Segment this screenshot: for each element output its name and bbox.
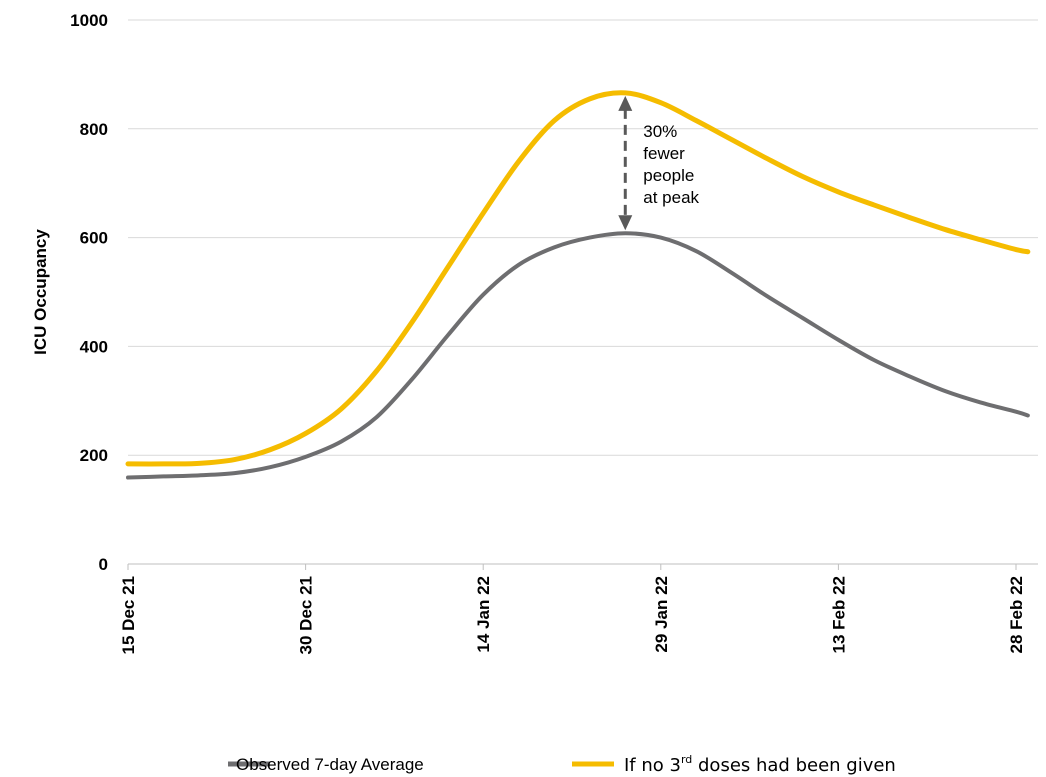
y-tick-label-600: 600 bbox=[80, 229, 108, 248]
x-tick-label-5: 28 Feb 22 bbox=[1007, 576, 1026, 654]
legend-label-sup: rd bbox=[681, 753, 692, 766]
annotation-text-line-1: fewer bbox=[643, 144, 685, 163]
x-tick-label-0: 15 Dec 21 bbox=[119, 576, 138, 654]
legend-label-part2: doses had been given bbox=[692, 755, 896, 776]
x-tick-label-3: 29 Jan 22 bbox=[652, 576, 671, 653]
y-tick-label-400: 400 bbox=[80, 337, 108, 356]
x-tick-label-2: 14 Jan 22 bbox=[474, 576, 493, 653]
annotation-text-line-0: 30% bbox=[643, 122, 677, 141]
y-tick-labels: 0 200 400 600 800 1000 bbox=[70, 11, 108, 574]
x-tick-labels: 15 Dec 21 30 Dec 21 14 Jan 22 29 Jan 22 13 F… bbox=[119, 576, 1026, 654]
x-axis bbox=[127, 563, 1038, 570]
series-lines bbox=[125, 90, 1031, 480]
y-tick-label-200: 200 bbox=[80, 446, 108, 465]
series-line-no-third-dose bbox=[125, 90, 1031, 467]
y-tick-label-1000: 1000 bbox=[70, 11, 108, 30]
x-tick-label-4: 13 Feb 22 bbox=[829, 576, 848, 654]
legend: Observed 7-day Average If no 3rd doses h… bbox=[228, 753, 896, 776]
annotation-text-line-3: at peak bbox=[643, 188, 699, 207]
y-tick-label-0: 0 bbox=[99, 555, 108, 574]
legend-label-part1: If no 3 bbox=[624, 755, 681, 776]
legend-label-no-third-dose: If no 3rd doses had been given bbox=[624, 753, 896, 776]
annotation-arrow-head-down bbox=[618, 215, 633, 231]
series-line-observed bbox=[126, 231, 1030, 480]
legend-label-observed: Observed 7-day Average bbox=[236, 755, 424, 774]
x-tick-label-1: 30 Dec 21 bbox=[297, 576, 316, 654]
annotation-arrow-head-up bbox=[618, 95, 633, 111]
y-tick-label-800: 800 bbox=[80, 120, 108, 139]
annotation-text-line-2: people bbox=[643, 166, 694, 185]
peak-annotation: 30% fewer people at peak bbox=[618, 95, 700, 231]
y-axis-label: ICU Occupancy bbox=[31, 229, 50, 355]
